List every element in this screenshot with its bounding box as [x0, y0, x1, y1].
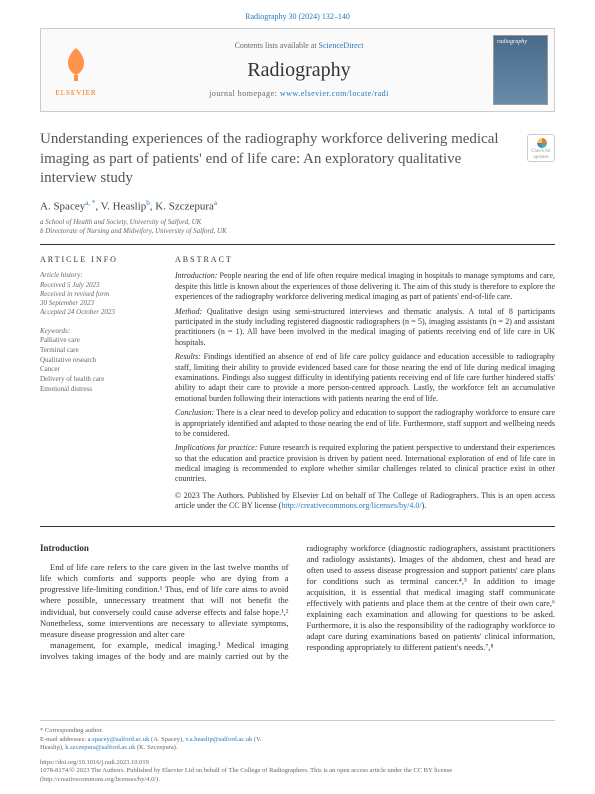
email-label: E-mail addresses:: [40, 736, 88, 743]
footer: * Corresponding author. E-mail addresses…: [40, 720, 555, 794]
email-2[interactable]: v.a.heaslip@salford.ac.uk: [185, 736, 252, 743]
info-abstract-row: ARTICLE INFO Article history: Received 5…: [40, 244, 555, 527]
author-3-sup: a: [214, 199, 217, 207]
abstract-intro: People nearing the end of life often req…: [175, 271, 555, 301]
keywords-head: Keywords:: [40, 327, 155, 336]
article-info-head: ARTICLE INFO: [40, 255, 155, 265]
keyword: Delivery of health care: [40, 375, 155, 385]
copyright-line: © 2023 The Authors. Published by Elsevie…: [175, 491, 555, 512]
keyword: Emotional distress: [40, 385, 155, 395]
citation-line: Radiography 30 (2024) 132–140: [0, 0, 595, 28]
email-1-name: (A. Spacey),: [149, 736, 185, 743]
doi-block: https://doi.org/10.1016/j.radi.2023.10.0…: [40, 759, 555, 784]
article-title: Understanding experiences of the radiogr…: [40, 130, 555, 189]
email-1[interactable]: a.spacey@salford.ac.uk: [88, 736, 150, 743]
accepted-date: Accepted 24 October 2023: [40, 308, 155, 317]
issn-cc-link[interactable]: http://creativecommons.org/licenses/by/4…: [42, 776, 156, 783]
keyword: Qualitative research: [40, 356, 155, 366]
cc-license-link[interactable]: http://creativecommons.org/licenses/by/4…: [281, 501, 421, 510]
introduction-heading: Introduction: [40, 543, 289, 555]
implications-label: Implications for practice:: [175, 443, 257, 452]
abstract-conclusion: There is a clear need to develop policy …: [175, 408, 555, 438]
affiliation-b: b Directorate of Nursing and Midwifery, …: [40, 227, 555, 236]
affiliation-a: a School of Health and Society, Universi…: [40, 218, 555, 227]
journal-name: Radiography: [111, 57, 487, 83]
keyword: Terminal care: [40, 346, 155, 356]
author-3[interactable]: , K. Szczepura: [150, 201, 214, 213]
revised-label: Received in revised form: [40, 290, 155, 299]
header-center: Contents lists available at ScienceDirec…: [111, 33, 487, 108]
elsevier-logo[interactable]: ELSEVIER: [41, 35, 111, 106]
abstract-head: ABSTRACT: [175, 255, 555, 265]
authors-line: A. Spaceya, *, V. Heaslipb, K. Szczepura…: [40, 199, 555, 214]
keywords-list: Palliative care Terminal care Qualitativ…: [40, 336, 155, 395]
conclusion-label: Conclusion:: [175, 408, 214, 417]
corresponding-author: * Corresponding author.: [40, 727, 272, 735]
body-columns: Introduction End of life care refers to …: [40, 543, 555, 662]
author-1[interactable]: A. Spacey: [40, 201, 85, 213]
homepage-link[interactable]: www.elsevier.com/locate/radi: [280, 89, 389, 98]
doi-link[interactable]: https://doi.org/10.1016/j.radi.2023.10.0…: [40, 759, 149, 766]
revised-date: 30 September 2023: [40, 299, 155, 308]
intro-label: Introduction:: [175, 271, 217, 280]
title-block: Understanding experiences of the radiogr…: [40, 130, 555, 189]
article-info: ARTICLE INFO Article history: Received 5…: [40, 255, 155, 516]
history-label: Article history:: [40, 271, 155, 280]
email-3-name: (K. Szczepura).: [135, 744, 177, 751]
author-2[interactable]: , V. Heaslip: [95, 201, 146, 213]
keyword: Cancer: [40, 365, 155, 375]
copyright-end: ).: [422, 501, 427, 510]
email-3[interactable]: k.szczepura@salford.ac.uk: [65, 744, 135, 751]
contents-available: Contents lists available at ScienceDirec…: [111, 41, 487, 51]
issn-end: ).: [156, 776, 160, 783]
footer-left: * Corresponding author. E-mail addresses…: [40, 727, 272, 752]
method-label: Method:: [175, 307, 202, 316]
elsevier-label: ELSEVIER: [49, 89, 103, 98]
elsevier-tree-icon: [56, 43, 96, 83]
cover-title: radiography: [494, 36, 547, 50]
journal-cover-thumbnail: radiography: [493, 35, 548, 105]
abstract: ABSTRACT Introduction: People nearing th…: [175, 255, 555, 516]
check-updates-badge[interactable]: Check for updates: [527, 134, 555, 162]
homepage-prefix: journal homepage:: [209, 89, 280, 98]
abstract-method: Qualitative design using semi-structured…: [175, 307, 555, 347]
keyword: Palliative care: [40, 336, 155, 346]
body-paragraph-1: End of life care refers to the care give…: [40, 562, 289, 639]
journal-header: ELSEVIER Contents lists available at Sci…: [40, 28, 555, 112]
abstract-results: Findings identified an absence of end of…: [175, 352, 555, 403]
homepage-line: journal homepage: www.elsevier.com/locat…: [111, 89, 487, 99]
author-1-sup: a, *: [85, 199, 95, 207]
email-line: E-mail addresses: a.spacey@salford.ac.uk…: [40, 736, 272, 753]
article-history: Article history: Received 5 July 2023 Re…: [40, 271, 155, 316]
affiliations: a School of Health and Society, Universi…: [40, 218, 555, 236]
results-label: Results:: [175, 352, 201, 361]
received-date: Received 5 July 2023: [40, 281, 155, 290]
sciencedirect-link[interactable]: ScienceDirect: [319, 41, 364, 50]
contents-prefix: Contents lists available at: [235, 41, 319, 50]
